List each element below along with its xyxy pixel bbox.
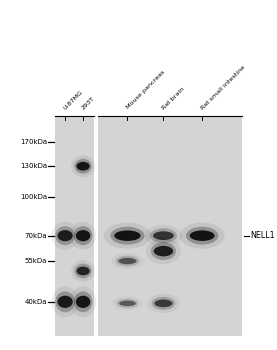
Text: 130kDa: 130kDa — [20, 163, 47, 169]
Ellipse shape — [75, 264, 92, 278]
Text: Mouse pancreas: Mouse pancreas — [125, 70, 166, 110]
Ellipse shape — [55, 292, 75, 312]
Ellipse shape — [154, 246, 173, 256]
Ellipse shape — [150, 228, 177, 243]
Ellipse shape — [110, 227, 145, 245]
Ellipse shape — [117, 299, 138, 308]
Ellipse shape — [147, 294, 179, 313]
Bar — [98, 116, 242, 336]
Bar — [94, 116, 98, 336]
Ellipse shape — [55, 226, 75, 245]
Ellipse shape — [76, 230, 90, 241]
Text: 70kDa: 70kDa — [24, 233, 47, 239]
Ellipse shape — [151, 242, 176, 260]
Text: 40kDa: 40kDa — [25, 299, 47, 305]
Ellipse shape — [119, 301, 136, 306]
Ellipse shape — [146, 238, 181, 264]
Bar — [55, 116, 94, 336]
Ellipse shape — [76, 162, 90, 170]
Ellipse shape — [116, 256, 139, 266]
Ellipse shape — [153, 231, 174, 240]
Ellipse shape — [71, 155, 95, 177]
Ellipse shape — [58, 296, 73, 308]
Ellipse shape — [104, 223, 151, 249]
Ellipse shape — [155, 300, 172, 307]
Ellipse shape — [71, 260, 95, 282]
Ellipse shape — [52, 287, 79, 317]
Text: 55kDa: 55kDa — [25, 258, 47, 264]
Text: 100kDa: 100kDa — [20, 194, 47, 200]
Text: Rat small intestine: Rat small intestine — [200, 64, 246, 110]
Text: NELL1: NELL1 — [251, 231, 275, 240]
Ellipse shape — [70, 222, 96, 250]
Ellipse shape — [76, 267, 90, 275]
Ellipse shape — [152, 297, 175, 310]
Text: U-87MG: U-87MG — [63, 89, 84, 110]
Ellipse shape — [58, 230, 73, 241]
Ellipse shape — [180, 223, 225, 249]
Ellipse shape — [114, 230, 141, 241]
Ellipse shape — [186, 227, 219, 245]
Ellipse shape — [190, 230, 215, 241]
Ellipse shape — [74, 226, 93, 245]
Text: 170kDa: 170kDa — [20, 139, 47, 145]
Ellipse shape — [74, 292, 93, 312]
Ellipse shape — [75, 159, 92, 174]
Ellipse shape — [145, 225, 182, 247]
Ellipse shape — [70, 287, 96, 317]
Text: Rat brain: Rat brain — [161, 86, 186, 110]
Ellipse shape — [52, 222, 79, 250]
Ellipse shape — [119, 258, 137, 264]
Text: 293T: 293T — [81, 96, 96, 110]
Ellipse shape — [76, 296, 90, 308]
